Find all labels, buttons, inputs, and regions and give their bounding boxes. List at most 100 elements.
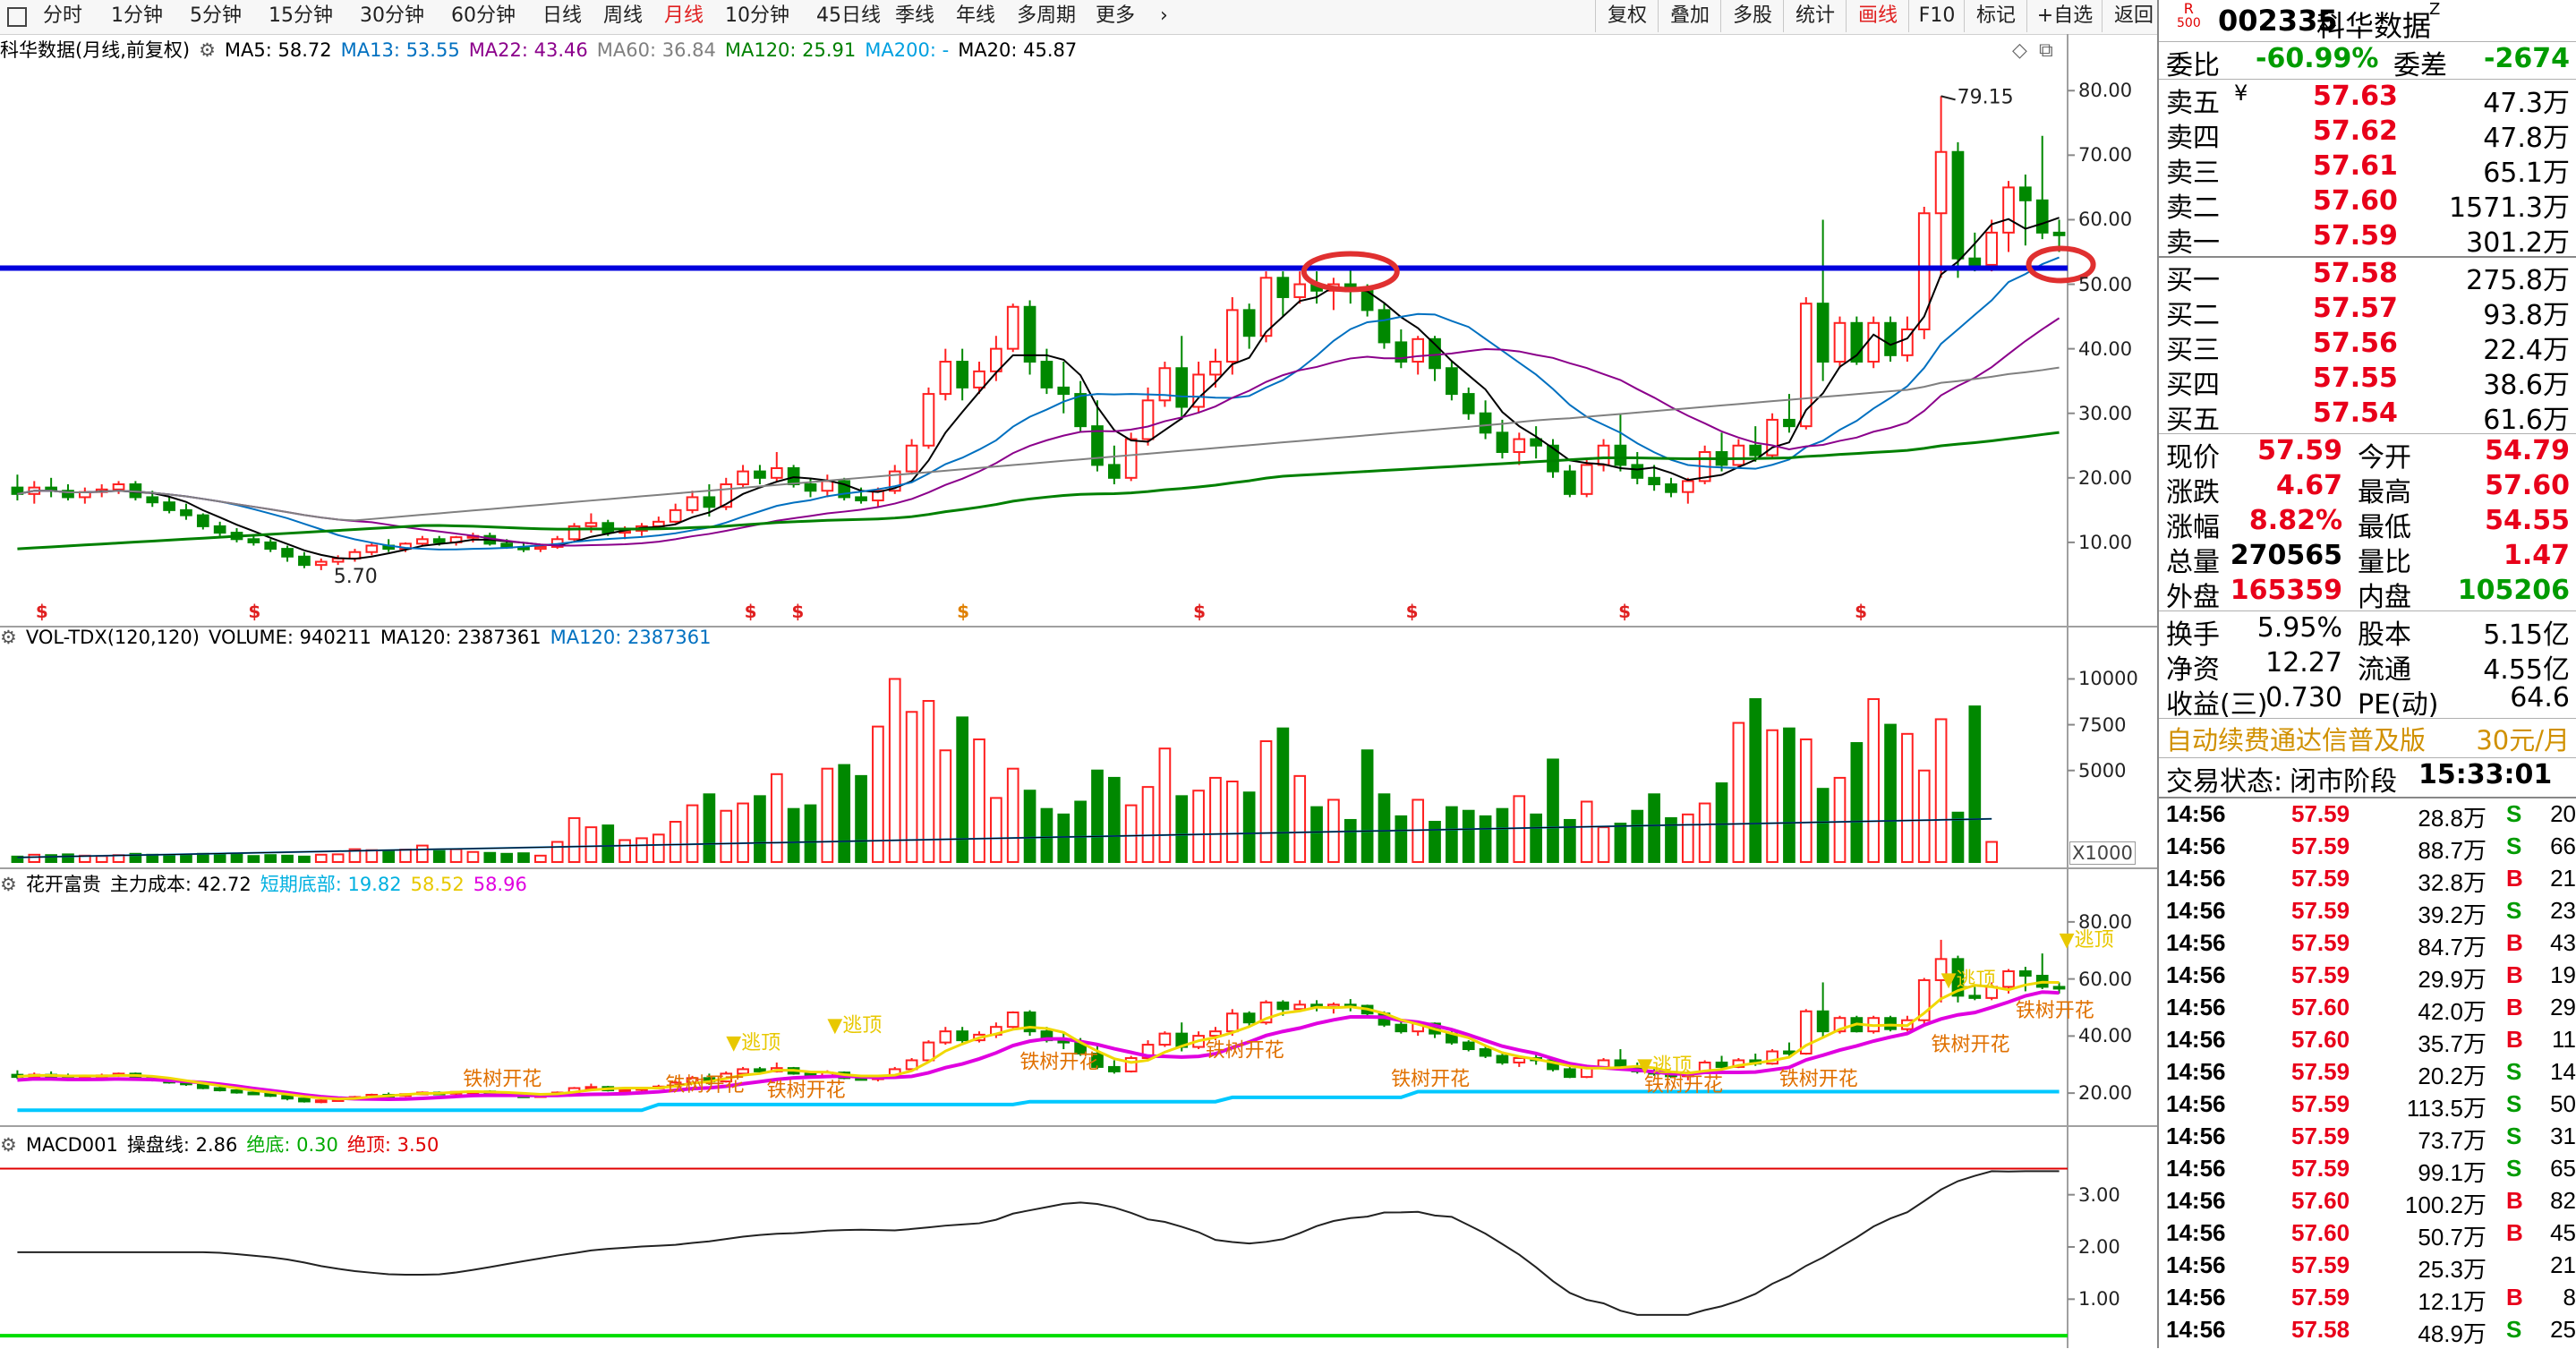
settings-gear-icon[interactable]: ⚙ (199, 39, 216, 61)
tool-btn-1[interactable]: 叠加 (1658, 0, 1721, 32)
hk-candle (1833, 1017, 1847, 1033)
quote-row: 外盘 165359 内盘 105206 (2166, 575, 2573, 613)
candle-body (180, 508, 192, 517)
buy-level-row[interactable]: 买二 57.57 93.8万 (2166, 293, 2573, 331)
period-btn-1[interactable]: 1分钟 (111, 4, 163, 27)
panel-toggle-icon[interactable] (7, 7, 27, 27)
tool-btn-6[interactable]: 标记 (1964, 0, 2027, 32)
event-marker-icon[interactable]: $ (1406, 601, 1419, 622)
event-marker-icon[interactable]: $ (248, 601, 260, 622)
volume-bar (973, 738, 985, 863)
period-btn-5[interactable]: 60分钟 (451, 4, 516, 27)
period-btn-13[interactable]: 多周期 (1017, 4, 1077, 27)
diamond-icon[interactable]: ◇ (2012, 39, 2027, 62)
buy-level-row[interactable]: 买三 57.56 22.4万 (2166, 328, 2573, 366)
volume-bar (618, 839, 631, 863)
tool-btn-8[interactable]: 返回 (2102, 0, 2165, 32)
volume-bar (1479, 815, 1492, 864)
volume-bar (1833, 776, 1847, 864)
quote-label: 内盘 (2358, 582, 2411, 613)
buy-level-row[interactable]: 买一 57.58 275.8万 (2166, 258, 2573, 296)
event-marker-icon[interactable]: $ (1855, 601, 1867, 622)
sell-level-row[interactable]: 卖一 57.59 301.2万 (2166, 220, 2573, 259)
vol-gear-icon[interactable]: ⚙ (0, 627, 17, 648)
candle-body (1124, 438, 1138, 479)
event-marker-icon[interactable]: $ (36, 601, 48, 622)
period-btn-3[interactable]: 15分钟 (269, 4, 333, 27)
sell-level-label: 卖五 (2166, 88, 2220, 119)
buy-level-label: 买三 (2166, 335, 2220, 366)
window-icon[interactable]: ⧉ (2039, 39, 2053, 62)
volume-bar (787, 807, 800, 864)
sell-level-label: 卖三 (2166, 158, 2220, 189)
candle-body (264, 541, 277, 551)
hk-v2: 58.96 (473, 874, 527, 895)
signal-label: 铁树开花 (1206, 1040, 1284, 1063)
hk-bottom: 短期底部: 19.82 (260, 874, 402, 895)
candle-body (1259, 277, 1273, 337)
tick-time: 14:56 (2166, 897, 2226, 924)
fundamental-row: 收益(三) 0.730 PE(动) 64.6 (2166, 682, 2573, 721)
event-marker-icon[interactable]: $ (745, 601, 757, 622)
tool-btn-4[interactable]: 画线 (1846, 0, 1909, 32)
event-marker-icon[interactable]: $ (1618, 601, 1631, 622)
tick-direction: B (2506, 865, 2523, 892)
sell-level-row[interactable]: 卖四 57.62 47.8万 (2166, 115, 2573, 154)
candle-body (1749, 444, 1762, 457)
quote-label: 外盘 (2166, 582, 2220, 613)
period-btn-7[interactable]: 周线 (603, 4, 644, 27)
volume-bar (1631, 809, 1644, 864)
candle-body (1783, 418, 1796, 428)
period-btn-2[interactable]: 5分钟 (190, 4, 242, 27)
tick-price: 57.59 (2291, 897, 2350, 924)
candle-body (1665, 483, 1677, 493)
tick-count: 45 (2550, 1219, 2576, 1246)
period-btn-0[interactable]: 分时 (43, 4, 83, 27)
volume-bar (1040, 807, 1053, 864)
candle-body (1917, 212, 1931, 330)
tool-btn-2[interactable]: 多股 (1720, 0, 1784, 32)
sell-level-row[interactable]: 卖二 57.60 1571.3万 (2166, 185, 2573, 224)
resistance-circle-2[interactable] (2026, 245, 2096, 284)
macd-gear-icon[interactable]: ⚙ (0, 1134, 17, 1156)
event-marker-icon[interactable]: $ (791, 601, 804, 622)
candle-body (112, 483, 125, 491)
fund-label: 流通 (2358, 654, 2411, 686)
tick-volume: 100.2万 (2404, 1191, 2486, 1218)
event-marker-icon[interactable]: $ (1193, 601, 1206, 622)
tool-btn-7[interactable]: +自选 (2026, 0, 2103, 32)
yen-icon: ¥ (2234, 81, 2248, 106)
sell-level-row[interactable]: 卖三 57.61 65.1万 (2166, 150, 2573, 189)
period-btn-9[interactable]: 10分钟 (725, 4, 789, 27)
event-marker-icon[interactable]: $ (957, 601, 969, 622)
period-btn-14[interactable]: 更多 (1096, 4, 1136, 27)
period-btn-12[interactable]: 年线 (956, 4, 996, 27)
tool-btn-3[interactable]: 统计 (1783, 0, 1847, 32)
period-btn-11[interactable]: 季线 (895, 4, 935, 27)
tool-btn-0[interactable]: 复权 (1595, 0, 1659, 32)
period-btn-6[interactable]: 日线 (542, 4, 583, 27)
candle-body (905, 444, 918, 473)
buy-level-row[interactable]: 买四 57.55 38.6万 (2166, 363, 2573, 401)
sell-level-row[interactable]: 卖五 ¥57.63 47.3万 (2166, 81, 2573, 119)
hk-gear-icon[interactable]: ⚙ (0, 874, 17, 895)
period-btn-10[interactable]: 45日线 (816, 4, 881, 27)
candle-body (432, 538, 446, 543)
more-chevron-icon[interactable]: › (1160, 4, 1168, 27)
candle-body (939, 361, 952, 396)
resistance-circle-1[interactable] (1301, 251, 1400, 293)
promo-link[interactable]: 自动续费通达信普及版 30元/月 (2166, 720, 2573, 756)
period-btn-4[interactable]: 30分钟 (360, 4, 424, 27)
period-btn-8[interactable]: 月线 (664, 4, 704, 27)
promo-price: 30元/月 (2476, 725, 2570, 756)
trade-status-label: 交易状态: (2166, 766, 2283, 798)
volume-bar (1293, 774, 1307, 864)
volume-bar (1564, 818, 1576, 863)
fund-value: 12.27 (2265, 647, 2342, 679)
buy-level-row[interactable]: 买五 57.54 61.6万 (2166, 397, 2573, 436)
volume-bar (1985, 841, 1999, 863)
tool-btn-5[interactable]: F10 (1908, 0, 1965, 32)
ma-indicator-0: MA5: 58.72 (224, 39, 332, 61)
tick-row: 14:56 57.59 113.5万 S 50 (2159, 1090, 2576, 1123)
tick-count: 21 (2550, 865, 2576, 892)
